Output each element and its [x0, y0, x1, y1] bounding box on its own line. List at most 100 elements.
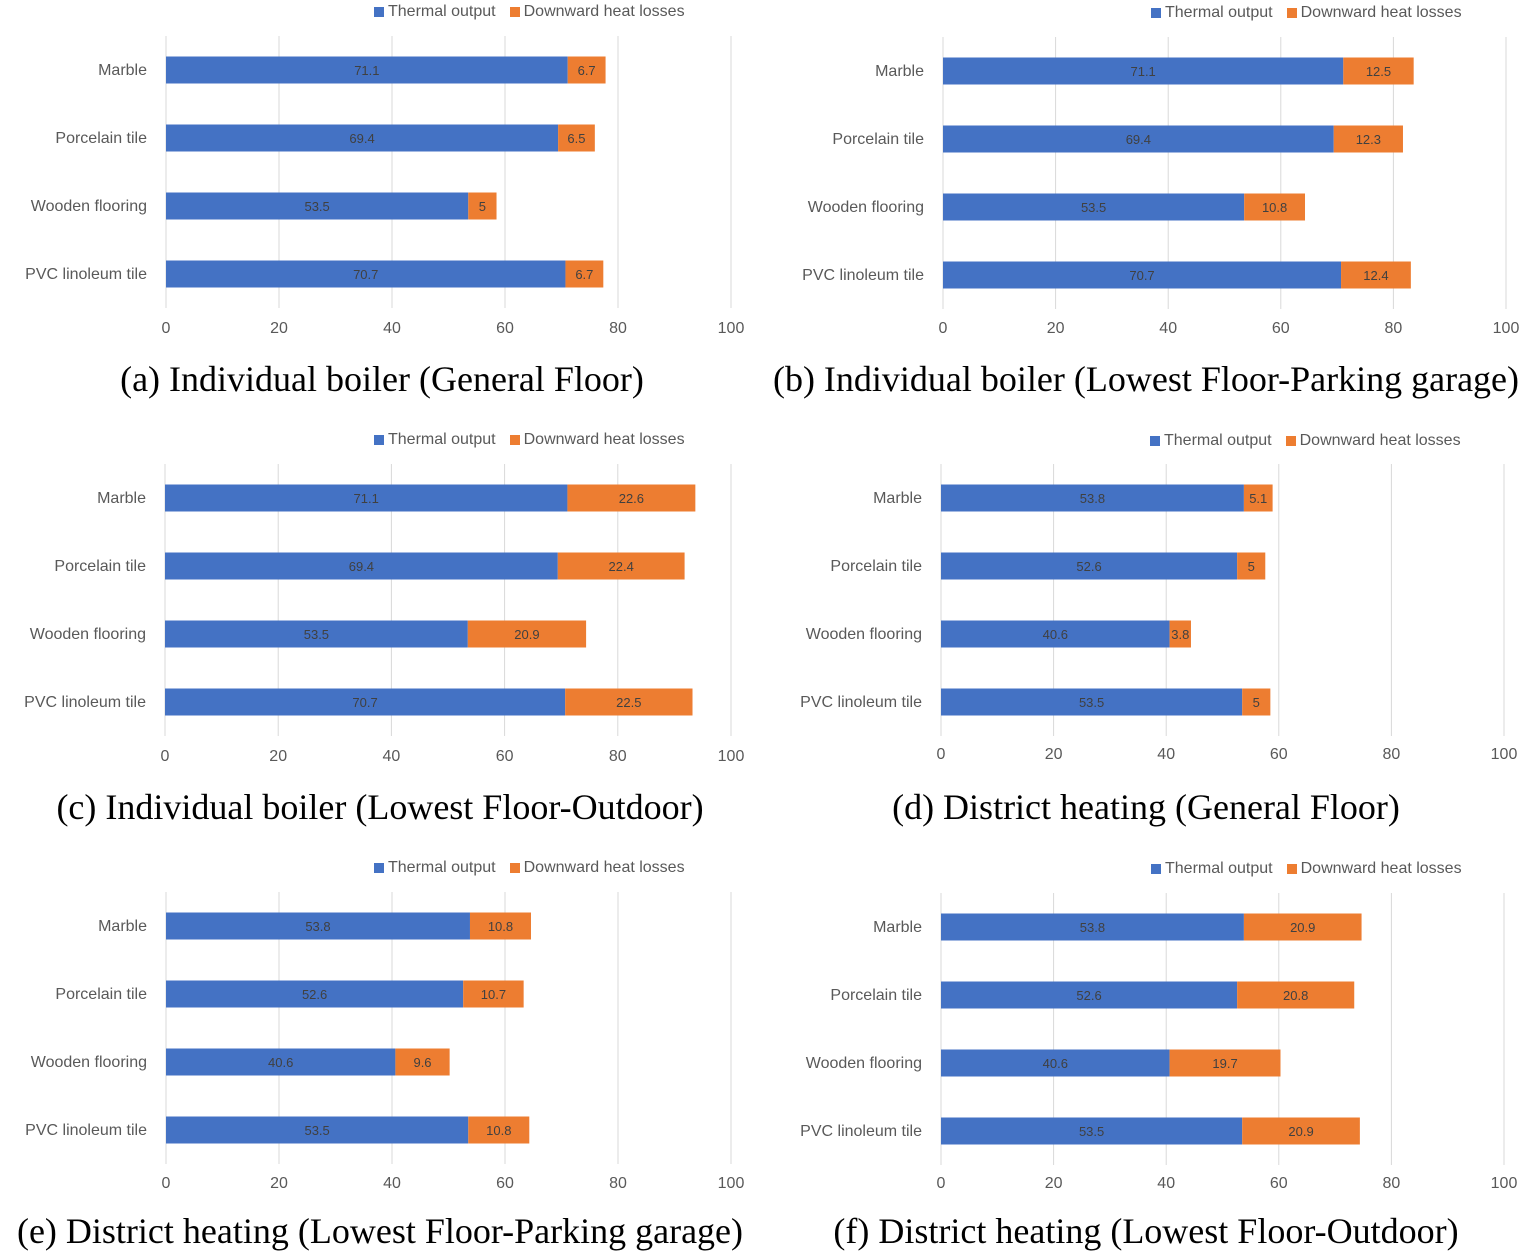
- x-tick-label: 60: [496, 320, 514, 337]
- bar-thermal-output: [166, 1048, 396, 1076]
- x-tick-label: 60: [496, 748, 514, 765]
- x-tick-label: 20: [270, 320, 288, 337]
- chart-caption: (e) District heating (Lowest Floor-Parki…: [16, 1211, 744, 1251]
- bar-downward-heat-losses: [1243, 913, 1362, 941]
- x-tick-label: 60: [1270, 746, 1288, 763]
- data-label: 53.5: [1079, 1124, 1104, 1139]
- legend-item-losses: Downward heat losses: [1286, 860, 1462, 878]
- x-tick-label: 40: [383, 320, 401, 337]
- category-label: Marble: [97, 490, 146, 507]
- legend-label-losses: Downward heat losses: [1300, 860, 1462, 877]
- category-label: Marble: [873, 919, 922, 936]
- legend-label-losses: Downward heat losses: [1299, 432, 1461, 449]
- bar-thermal-output: [165, 484, 568, 512]
- x-tick-label: 40: [1159, 320, 1177, 337]
- data-label: 53.8: [305, 919, 330, 934]
- bar-thermal-output: [941, 981, 1238, 1009]
- data-label: 20.9: [1288, 1124, 1313, 1139]
- bar-downward-heat-losses: [463, 980, 524, 1008]
- data-label: 20.9: [1290, 920, 1315, 935]
- x-tick-label: 0: [162, 1175, 171, 1192]
- bar-downward-heat-losses: [1243, 484, 1273, 512]
- bar-downward-heat-losses: [467, 620, 587, 648]
- bar-thermal-output: [165, 620, 468, 648]
- category-label: Porcelain tile: [830, 558, 922, 575]
- bar-downward-heat-losses: [1341, 261, 1411, 289]
- chart-panel-a: Thermal output Downward heat losses 0 20 4…: [0, 0, 764, 410]
- bar-downward-heat-losses: [1237, 552, 1266, 580]
- category-label: PVC linoleum tile: [25, 1122, 147, 1139]
- data-label: 10.7: [481, 987, 506, 1002]
- bar-downward-heat-losses: [1242, 1117, 1360, 1145]
- legend-label-thermal: Thermal output: [1164, 432, 1272, 449]
- bar-downward-heat-losses: [1169, 1049, 1281, 1077]
- data-label: 10.8: [1262, 200, 1287, 215]
- data-label: 5: [1248, 559, 1255, 574]
- legend-item-thermal: Thermal output: [374, 3, 496, 21]
- x-tick-label: 20: [1047, 320, 1065, 337]
- legend-item-thermal: Thermal output: [1150, 432, 1272, 450]
- data-label: 53.5: [304, 199, 329, 214]
- data-label: 12.5: [1366, 64, 1391, 79]
- chart-caption: (f) District heating (Lowest Floor-Outdo…: [833, 1211, 1459, 1251]
- bar-thermal-output: [166, 980, 464, 1008]
- legend-item-losses: Downward heat losses: [509, 859, 685, 877]
- data-label: 71.1: [354, 491, 379, 506]
- bar-downward-heat-losses: [469, 912, 531, 940]
- bar-thermal-output: [166, 1116, 469, 1144]
- bar-downward-heat-losses: [1244, 193, 1306, 221]
- x-tick-label: 0: [162, 320, 171, 337]
- category-label: PVC linoleum tile: [800, 694, 922, 711]
- category-label: Porcelain tile: [55, 986, 147, 1003]
- data-label: 20.8: [1283, 988, 1308, 1003]
- legend-item-losses: Downward heat losses: [509, 3, 685, 21]
- category-label: Marble: [875, 63, 924, 80]
- bar-thermal-output: [166, 124, 559, 152]
- bar-thermal-output: [166, 56, 568, 84]
- bar-downward-heat-losses: [557, 552, 685, 580]
- bar-thermal-output: [943, 193, 1245, 221]
- category-label: Marble: [98, 918, 147, 935]
- data-label: 69.4: [1126, 132, 1151, 147]
- bar-downward-heat-losses: [1169, 620, 1191, 648]
- legend-swatch-losses: [509, 435, 520, 445]
- category-label: PVC linoleum tile: [24, 694, 146, 711]
- x-tick-label: 20: [270, 1175, 288, 1192]
- data-label: 53.5: [1081, 200, 1106, 215]
- legend-item-thermal: Thermal output: [374, 431, 496, 449]
- x-tick-label: 80: [609, 1175, 627, 1192]
- chart-legend: Thermal output Downward heat losses: [1151, 4, 1462, 22]
- bar-thermal-output: [165, 688, 566, 716]
- data-label: 53.5: [1079, 695, 1104, 710]
- legend-label-losses: Downward heat losses: [523, 3, 685, 20]
- data-label: 22.4: [609, 559, 634, 574]
- legend-swatch-thermal: [1150, 436, 1160, 446]
- data-label: 53.8: [1080, 491, 1105, 506]
- x-tick-label: 80: [1383, 746, 1401, 763]
- bar-downward-heat-losses: [567, 484, 696, 512]
- chart-legend: Thermal output Downward heat losses: [1151, 860, 1462, 878]
- bar-thermal-output: [943, 57, 1344, 85]
- data-label: 69.4: [349, 559, 374, 574]
- data-label: 10.8: [486, 1123, 511, 1138]
- bar-downward-heat-losses: [1237, 981, 1355, 1009]
- legend-swatch-losses: [1285, 436, 1296, 446]
- data-label: 52.6: [1076, 559, 1101, 574]
- x-tick-label: 0: [937, 746, 946, 763]
- data-label: 5: [1253, 695, 1260, 710]
- bar-downward-heat-losses: [558, 124, 595, 152]
- x-tick-label: 20: [1045, 1175, 1063, 1192]
- bar-thermal-output: [941, 484, 1244, 512]
- category-label: Wooden flooring: [806, 626, 922, 643]
- data-label: 52.6: [1076, 988, 1101, 1003]
- legend-swatch-thermal: [1151, 864, 1161, 874]
- data-label: 69.4: [349, 131, 374, 146]
- legend-item-thermal: Thermal output: [1151, 860, 1273, 878]
- chart-panel-e: Thermal output Downward heat losses 0 20 4…: [0, 856, 764, 1257]
- category-label: Wooden flooring: [31, 1054, 147, 1071]
- data-label: 19.7: [1212, 1056, 1237, 1071]
- data-label: 71.1: [1130, 64, 1155, 79]
- data-label: 52.6: [302, 987, 327, 1002]
- x-tick-label: 100: [718, 1175, 745, 1192]
